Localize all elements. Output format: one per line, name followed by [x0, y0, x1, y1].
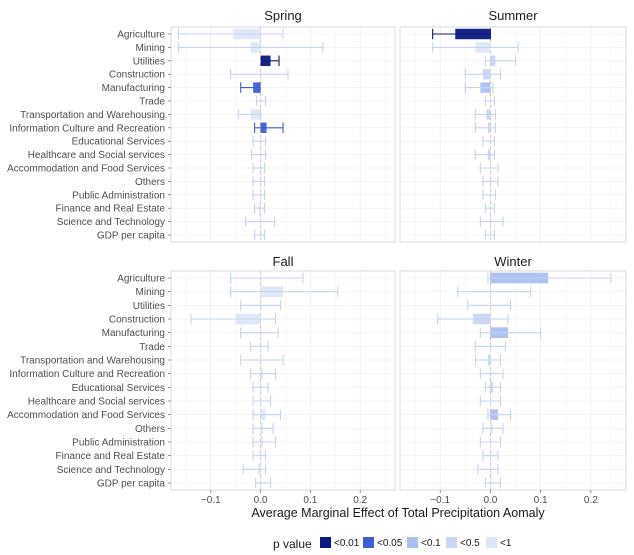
x-tick-label: 0.1 — [534, 495, 548, 506]
y-tick-label: Science and Technology — [57, 465, 165, 476]
y-tick-label: Utilities — [133, 56, 165, 67]
y-tick-label: Public Administration — [72, 190, 165, 201]
y-tick-label: Finance and Real Estate — [55, 204, 165, 215]
panel-title: Winter — [494, 254, 532, 269]
y-tick-label: Information Culture and Recreation — [9, 369, 165, 380]
y-tick-label: Manufacturing — [102, 83, 165, 94]
y-tick-label: Educational Services — [72, 137, 165, 148]
panel-frame — [399, 270, 627, 491]
legend-swatch — [446, 537, 457, 548]
legend-swatch — [486, 537, 497, 548]
y-tick-label: Others — [135, 177, 165, 188]
y-tick-label: Trade — [139, 342, 165, 353]
y-tick-label: GDP per capita — [97, 479, 166, 490]
y-tick-label: Information Culture and Recreation — [9, 123, 165, 134]
y-tick-label: Transportation and Warehousing — [20, 110, 165, 121]
y-tick-label: Science and Technology — [57, 217, 165, 228]
legend-swatch — [363, 537, 374, 548]
y-tick-label: Others — [135, 424, 165, 435]
legend-label: <0.1 — [421, 538, 441, 549]
y-tick-label: Agriculture — [117, 30, 165, 41]
panel-title: Fall — [273, 254, 294, 269]
y-tick-label: Healthcare and Social services — [28, 397, 165, 408]
y-tick-label: GDP per capita — [97, 231, 166, 242]
legend-label: <0.05 — [377, 538, 403, 549]
y-tick-label: Mining — [136, 43, 165, 54]
y-tick-label: Transportation and Warehousing — [20, 356, 165, 367]
legend-title: p value — [273, 537, 312, 551]
x-tick-label: 0.0 — [483, 495, 497, 506]
y-tick-label: Finance and Real Estate — [55, 451, 165, 462]
y-tick-label: Public Administration — [72, 438, 165, 449]
x-tick-label: 0.1 — [303, 495, 317, 506]
legend-label: <1 — [500, 538, 512, 549]
y-tick-label: Accommodation and Food Services — [7, 410, 165, 421]
x-tick-label: −0.1 — [201, 495, 221, 506]
panel-frame — [170, 26, 396, 243]
y-tick-label: Construction — [109, 70, 165, 81]
x-tick-label: 0.2 — [584, 495, 598, 506]
panel-title: Summer — [488, 8, 538, 23]
y-tick-label: Utilities — [133, 301, 165, 312]
y-tick-label: Agriculture — [117, 274, 165, 285]
x-tick-label: 0.2 — [353, 495, 367, 506]
y-tick-label: Accommodation and Food Services — [7, 164, 165, 175]
panel-title: Spring — [264, 8, 302, 23]
legend-label: <0.01 — [334, 538, 360, 549]
legend-label: <0.5 — [460, 538, 480, 549]
legend-swatch — [407, 537, 418, 548]
x-tick-label: −0.1 — [430, 495, 450, 506]
legend-swatch — [320, 537, 331, 548]
y-tick-label: Construction — [109, 315, 165, 326]
y-tick-label: Manufacturing — [102, 328, 165, 339]
y-tick-label: Trade — [139, 97, 165, 108]
x-axis-title: Average Marginal Effect of Total Precipi… — [251, 506, 545, 520]
y-tick-label: Educational Services — [72, 383, 165, 394]
panel-frame — [399, 26, 627, 243]
x-tick-label: 0.0 — [254, 495, 268, 506]
y-tick-label: Mining — [136, 287, 165, 298]
y-tick-label: Healthcare and Social services — [28, 150, 165, 161]
panel-frame — [170, 270, 396, 491]
